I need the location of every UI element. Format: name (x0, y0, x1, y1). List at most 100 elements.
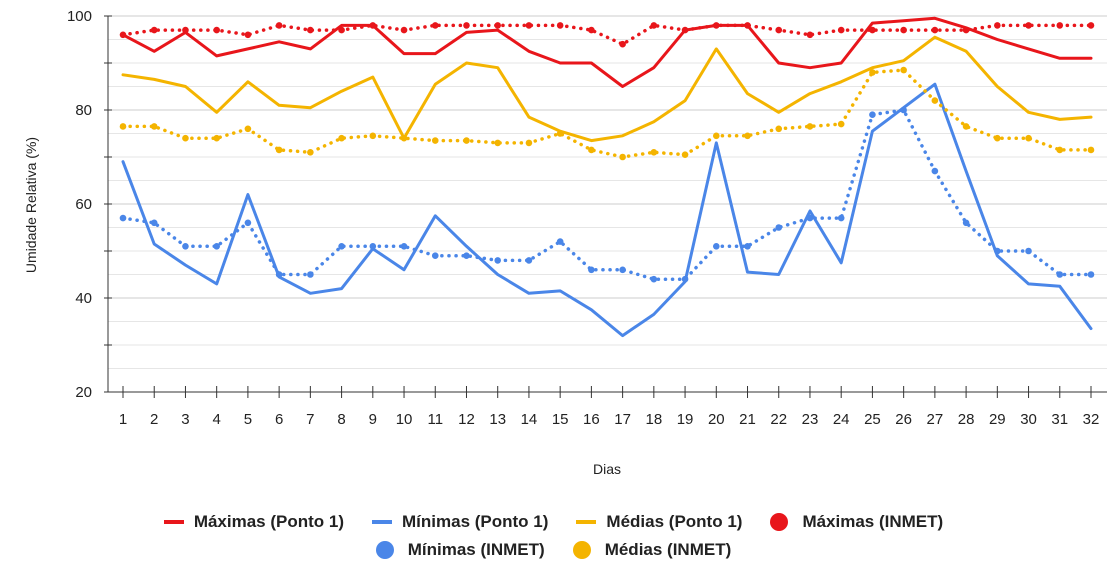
data-point (119, 214, 127, 222)
legend-item-max-ponto1[interactable]: Máximas (Ponto 1) (163, 512, 345, 532)
x-tick-label: 15 (552, 411, 569, 428)
data-point (994, 134, 1001, 142)
data-point (1087, 22, 1095, 29)
x-tick-label: 19 (677, 411, 694, 428)
data-point (962, 123, 970, 130)
data-point (1056, 271, 1064, 278)
data-point (431, 137, 439, 144)
data-point (900, 26, 907, 34)
legend-label: Mínimas (INMET) (407, 540, 545, 559)
data-point (182, 26, 189, 34)
data-point (431, 22, 439, 29)
data-point (182, 243, 189, 250)
series-line-m-dias-ponto-1 (121, 35, 1093, 143)
data-point (275, 22, 283, 29)
data-point (369, 243, 377, 250)
x-tick-label: 1 (119, 411, 127, 428)
data-point (650, 149, 658, 156)
x-tick-label: 26 (895, 411, 912, 428)
data-point (369, 132, 377, 140)
data-point (775, 125, 783, 133)
data-point (837, 120, 845, 128)
y-axis-title: Umidade Relativa (%) (23, 137, 39, 273)
data-point (681, 26, 689, 34)
x-tick-label: 6 (275, 411, 283, 428)
series-line-m-nimas-ponto-1 (121, 82, 1093, 338)
x-tick-label: 31 (1051, 411, 1068, 428)
data-point (931, 26, 939, 34)
y-tick-label: 40 (75, 290, 92, 307)
x-tick-label: 12 (458, 411, 475, 428)
data-point (400, 134, 408, 142)
legend-item-med-ponto1[interactable]: Médias (Ponto 1) (576, 512, 742, 532)
chart-svg: 1 2 3 4 5 6 7 8 9 10 11 12 13 14 15 16 17 18 19 20 21 22 23 24 2… (23, 8, 1107, 477)
x-tick-label: 4 (213, 411, 221, 428)
data-point (400, 26, 408, 34)
data-point (744, 22, 751, 29)
data-point (431, 252, 439, 259)
data-point (1025, 134, 1032, 142)
legend-line-red-icon (163, 520, 184, 524)
x-tick-label: 27 (927, 411, 944, 428)
data-point (837, 214, 845, 222)
legend-label: Médias (Ponto 1) (606, 512, 743, 531)
x-tick-label: 8 (337, 411, 345, 428)
y-tick-label: 20 (75, 384, 92, 401)
legend-item-min-ponto1[interactable]: Mínimas (Ponto 1) (372, 512, 548, 532)
data-point (338, 134, 345, 142)
data-point (213, 243, 220, 250)
data-point (1025, 247, 1032, 255)
data-point (650, 275, 658, 283)
data-point (463, 22, 470, 29)
data-point (494, 257, 502, 264)
x-tick-label: 9 (369, 411, 377, 428)
data-point (275, 146, 283, 154)
data-point (275, 271, 283, 278)
x-tick-label: 29 (989, 411, 1006, 428)
data-point (1087, 271, 1095, 278)
data-point (994, 247, 1001, 255)
data-point (525, 139, 533, 147)
legend-label: Máximas (Ponto 1) (193, 512, 345, 531)
x-tick-label: 7 (306, 411, 314, 428)
x-tick-label: 10 (396, 411, 413, 428)
x-tick-label: 2 (150, 411, 158, 428)
data-point (150, 123, 158, 130)
x-tick-label: 24 (833, 411, 850, 428)
legend-line-blue-icon (372, 520, 393, 524)
series-lines (119, 16, 1095, 338)
series-line-m-nimas-inmet (121, 108, 1093, 281)
legend-item-med-inmet[interactable]: Médias (INMET) (572, 540, 731, 560)
y-tick-label: 100 (67, 8, 92, 25)
x-tick-label: 11 (427, 411, 443, 428)
x-tick-label: 17 (614, 411, 631, 428)
series-line-m-ximas-ponto-1 (121, 16, 1093, 88)
data-point (494, 22, 502, 29)
series-line-m-ximas-inmet (121, 23, 1093, 46)
data-point (244, 125, 252, 133)
x-tick-label: 14 (521, 411, 538, 428)
data-point (650, 22, 658, 29)
data-point (806, 31, 814, 39)
gridlines (108, 15, 1107, 369)
legend-dot-red-icon (770, 513, 789, 531)
data-point (681, 275, 689, 283)
legend-item-min-inmet[interactable]: Mínimas (INMET) (375, 540, 545, 560)
data-point (244, 219, 252, 227)
x-tick-label: 16 (583, 411, 600, 428)
data-point (869, 69, 876, 76)
data-point (962, 26, 970, 34)
data-point (556, 22, 564, 29)
data-point (119, 31, 127, 39)
legend-item-max-inmet[interactable]: Máximas (INMET) (770, 512, 943, 532)
data-point (1087, 146, 1095, 154)
data-point (119, 123, 127, 130)
data-point (463, 252, 470, 259)
data-point (869, 111, 876, 118)
legend: Máximas (Ponto 1) Mínimas (Ponto 1) Médi… (0, 508, 1107, 564)
data-point (1025, 22, 1032, 29)
legend-line-yellow-icon (576, 520, 597, 524)
tick-labels: 1 2 3 4 5 6 7 8 9 10 11 12 13 14 15 16 17 18 19 20 21 22 23 24 2… (67, 8, 1099, 428)
data-point (556, 130, 564, 137)
x-tick-label: 28 (958, 411, 975, 428)
